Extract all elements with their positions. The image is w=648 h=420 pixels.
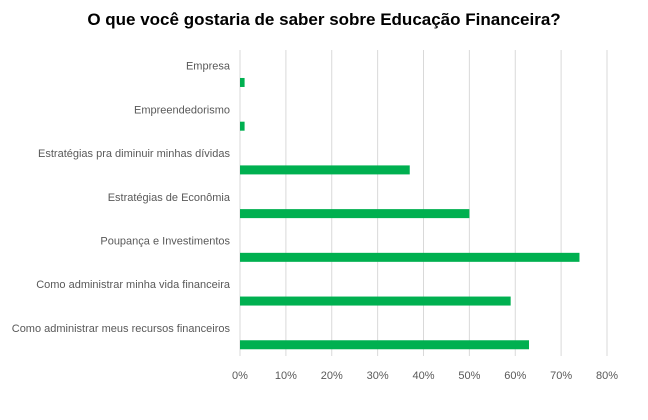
bar — [240, 209, 470, 219]
bar — [240, 77, 245, 87]
bar — [240, 252, 580, 262]
gridlines — [239, 50, 608, 356]
bar — [240, 296, 511, 306]
x-tick-label: 0% — [232, 370, 248, 382]
bar — [240, 165, 410, 175]
category-label: Como administrar meus recursos financeir… — [12, 323, 231, 335]
x-tick-label: 20% — [321, 370, 343, 382]
x-tick-label: 30% — [367, 370, 389, 382]
category-label: Estratégias de Econômia — [108, 192, 231, 204]
x-tick-label: 70% — [550, 370, 572, 382]
category-label: Estratégias pra diminuir minhas dívidas — [38, 148, 230, 160]
x-tick-label: 80% — [596, 370, 618, 382]
category-label: Como administrar minha vida financeira — [36, 279, 231, 291]
x-axis-ticks: 0% 10% 20% 30% 40% 50% 60% 70% 80% — [232, 370, 618, 382]
x-tick-label: 60% — [504, 370, 526, 382]
category-label: Empresa — [186, 61, 231, 73]
x-tick-label: 10% — [275, 370, 297, 382]
x-tick-label: 50% — [458, 370, 480, 382]
bars — [240, 77, 580, 350]
category-labels: Empresa Empreendedorismo Estratégias pra d… — [12, 61, 231, 335]
category-label: Empreendedorismo — [134, 104, 230, 116]
category-label: Poupança e Investimentos — [100, 236, 230, 248]
chart-title: O que você gostaria de saber sobre Educa… — [87, 10, 561, 29]
bar — [240, 340, 530, 350]
bar — [240, 121, 245, 131]
x-tick-label: 40% — [412, 370, 434, 382]
